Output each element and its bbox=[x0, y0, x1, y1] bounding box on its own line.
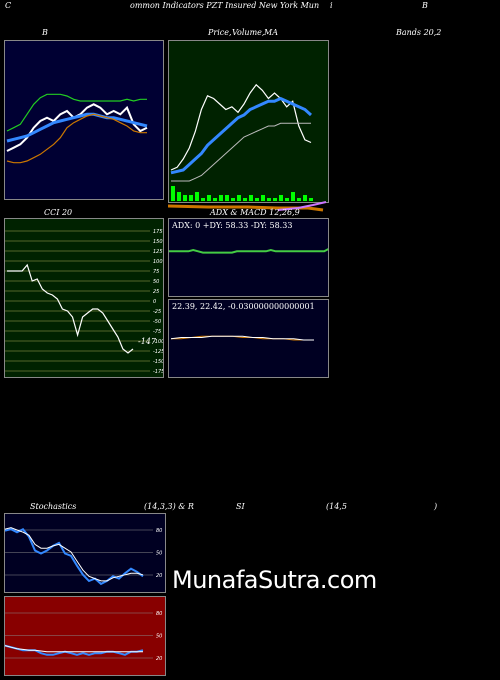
bb-lower-band-line bbox=[6, 113, 147, 164]
rsi-chart: 80 50 20 bbox=[4, 596, 166, 676]
volume-bar bbox=[189, 195, 193, 201]
volume-bar bbox=[279, 195, 283, 201]
stochastics-chart: 80 50 20 bbox=[4, 513, 166, 593]
adx-chart: ADX: 0 +DY: 58.33 -DY: 58.33 bbox=[168, 218, 329, 297]
cci-tick-label: -100 bbox=[153, 339, 164, 345]
volume-bar bbox=[303, 195, 307, 201]
volume-bar bbox=[225, 195, 229, 201]
cci-tick-label: -75 bbox=[153, 329, 161, 335]
macd-signal-line bbox=[171, 335, 314, 341]
volume-label: Volume, bbox=[232, 28, 265, 37]
macd-chart: 22.39, 22.42, -0.030000000000001 bbox=[168, 299, 329, 378]
rsi-close: ) bbox=[434, 502, 438, 511]
stoch-d-line bbox=[5, 527, 144, 582]
ma-label: MA bbox=[264, 28, 278, 37]
ma-fast-line bbox=[170, 96, 313, 175]
stoch-label: Stochastics bbox=[30, 502, 77, 511]
cci-tick-label: 75 bbox=[153, 269, 159, 275]
macd-readout: 22.39, 22.42, -0.030000000000001 bbox=[172, 302, 315, 311]
volume-bar bbox=[171, 186, 175, 201]
rsi-tick-label: 20 bbox=[156, 656, 162, 662]
rsi-d-line bbox=[5, 645, 143, 653]
cci-tick-label: -50 bbox=[153, 319, 161, 325]
volume-bar bbox=[285, 198, 289, 201]
volume-bar bbox=[309, 198, 313, 201]
si-label: SI bbox=[236, 502, 245, 511]
bollinger-chart bbox=[4, 40, 164, 200]
volume-bar bbox=[291, 192, 295, 201]
bands-label: Bands 20,2 bbox=[396, 28, 442, 37]
cci-tick-label: 125 bbox=[153, 249, 163, 255]
ma-slow-line bbox=[171, 122, 311, 182]
volume-bar bbox=[207, 195, 211, 201]
stoch-tick-label: 20 bbox=[156, 573, 162, 579]
volume-bar bbox=[201, 198, 205, 201]
volume-bar bbox=[177, 192, 181, 201]
volume-bar bbox=[297, 198, 301, 201]
price-label: Price, bbox=[208, 28, 232, 37]
cci-last-label: -147 bbox=[138, 337, 157, 346]
bb-middle-band-line bbox=[6, 112, 148, 143]
volume-bar bbox=[261, 195, 265, 201]
watermark: MunafaSutra.com bbox=[172, 566, 377, 594]
cci-tick-label: 150 bbox=[153, 239, 163, 245]
cci-tick-label: -150 bbox=[153, 359, 164, 365]
cci-line bbox=[7, 263, 134, 354]
bb-price-line bbox=[6, 103, 148, 152]
volume-bar bbox=[183, 195, 187, 201]
cci-tick-label: 100 bbox=[153, 259, 163, 265]
macd-strip bbox=[168, 201, 327, 212]
header-left: C bbox=[5, 1, 12, 10]
stoch-k-line bbox=[5, 527, 144, 586]
volume-bar bbox=[273, 198, 277, 201]
volume-bar bbox=[267, 198, 271, 201]
macd-line bbox=[170, 335, 314, 341]
cci-tick-label: 50 bbox=[153, 279, 159, 285]
rsi-params: (14,5 bbox=[326, 502, 347, 511]
bb-label: B bbox=[42, 28, 48, 37]
cci-tick-label: 175 bbox=[153, 229, 163, 235]
cci-tick-label: -25 bbox=[153, 309, 161, 315]
stoch-params: (14,3,3) & R bbox=[144, 502, 194, 511]
cci-tick-label: -125 bbox=[153, 349, 164, 355]
header-title: ommon Indicators PZT Insured New York Mu… bbox=[130, 1, 320, 10]
header-right: B bbox=[422, 1, 428, 10]
rsi-tick-label: 80 bbox=[156, 611, 162, 617]
volume-bar bbox=[255, 198, 259, 201]
cci-tick-label: 25 bbox=[153, 289, 159, 295]
rsi-tick-label: 50 bbox=[156, 634, 162, 640]
cci-label: CCI 20 bbox=[44, 208, 73, 217]
bb-upper-band-line bbox=[6, 93, 147, 132]
cci-chart: 175 150 125 100 75 50 25 0 -25 -50 -75 -100 -125 -150… bbox=[4, 218, 164, 378]
header-mid: i bbox=[330, 1, 333, 10]
volume-bar bbox=[213, 198, 217, 201]
volume-bar bbox=[231, 198, 235, 201]
volume-bar bbox=[237, 195, 241, 201]
stoch-tick-label: 50 bbox=[156, 551, 162, 557]
volume-bar bbox=[249, 195, 253, 201]
volume-bar bbox=[195, 192, 199, 201]
cci-tick-label: 0 bbox=[153, 299, 156, 305]
adx-line bbox=[169, 248, 328, 254]
adx-readout: ADX: 0 +DY: 58.33 -DY: 58.33 bbox=[172, 221, 293, 230]
stoch-tick-label: 80 bbox=[156, 528, 162, 534]
volume-bar bbox=[219, 195, 223, 201]
price-line bbox=[170, 83, 312, 171]
adx-macd-label: ADX & MACD 12,26,9 bbox=[210, 208, 300, 217]
cci-tick-label: -175 bbox=[153, 369, 164, 375]
volume-bar bbox=[243, 198, 247, 201]
price-volume-chart bbox=[168, 40, 329, 203]
